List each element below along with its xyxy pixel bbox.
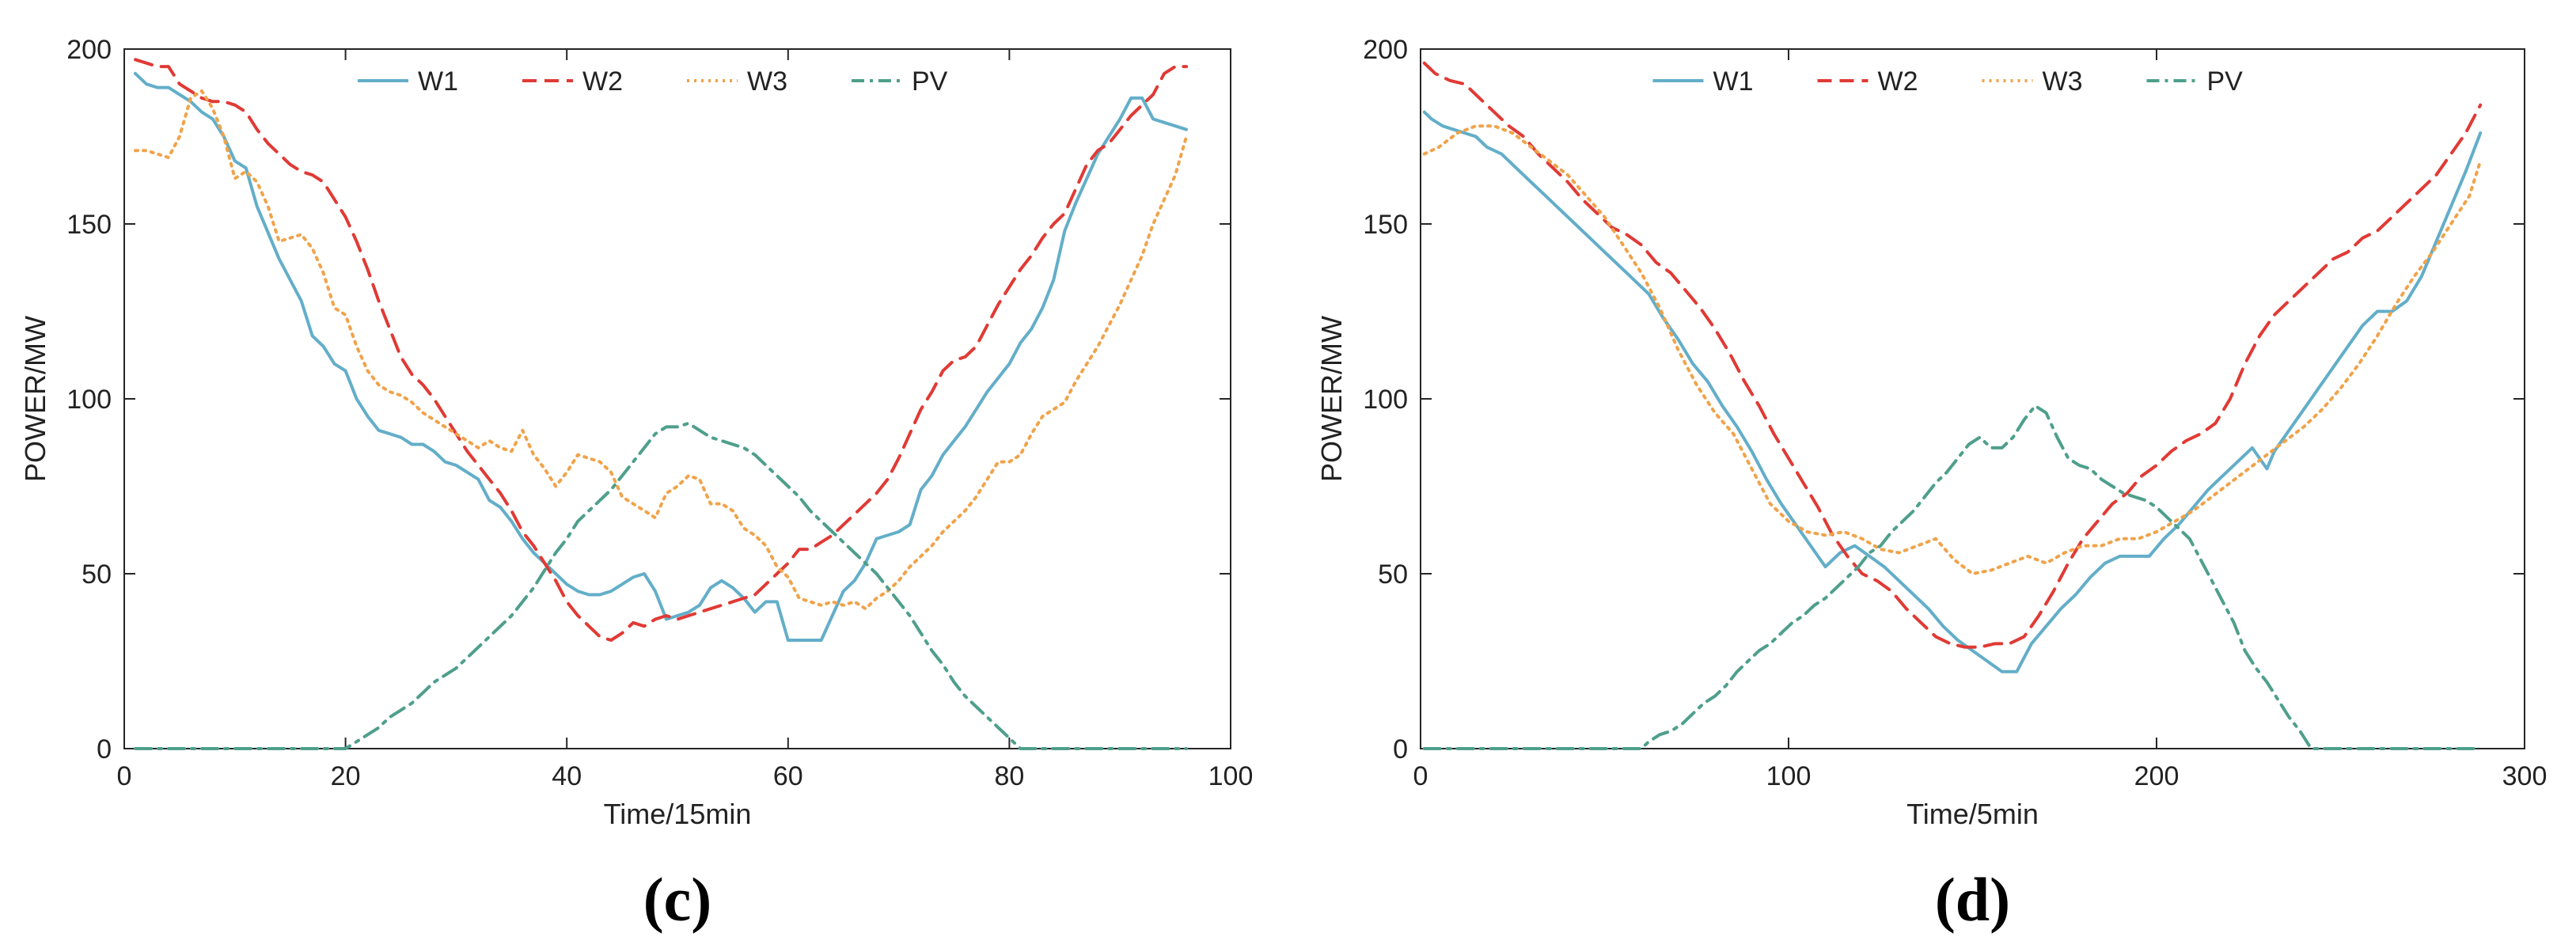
x-tick-label: 80: [994, 761, 1024, 791]
series-line-w3: [1422, 124, 2483, 575]
x-tick-label: 0: [117, 761, 132, 791]
y-axis-label: POWER/MW: [19, 316, 51, 482]
x-axis-label: Time/15min: [604, 798, 752, 830]
legend-label-pv: PV: [912, 66, 948, 97]
series-line-pv: [134, 421, 1189, 750]
y-tick-label: 0: [1393, 734, 1408, 764]
y-tick-label: 100: [66, 385, 112, 415]
legend-label-w3: W3: [747, 66, 787, 97]
chart-panel-c: 0 50 100 150 200 0 20 40 60 80 100 Time/15min POWER/…: [19, 35, 1253, 934]
x-tick-label: 100: [1766, 761, 1812, 791]
y-axis-label: POWER/MW: [1315, 316, 1348, 482]
x-tick-label: 40: [552, 761, 582, 791]
legend-label-w3: W3: [2043, 66, 2083, 97]
y-tick-label: 150: [1363, 210, 1408, 240]
y-tick-label: 200: [66, 35, 112, 65]
legend: W1 W2 W3 PV: [358, 66, 948, 97]
legend-label-w2: W2: [1878, 66, 1918, 97]
series-line-w1: [1422, 110, 2483, 673]
x-tick-label: 200: [2134, 761, 2180, 791]
legend-label-w1: W1: [418, 66, 458, 97]
plot-frame: [1420, 48, 2525, 749]
y-tick-label: 50: [82, 559, 112, 590]
panel-label: (c): [643, 865, 712, 934]
x-tick-label: 0: [1413, 761, 1428, 791]
panel-label: (d): [1935, 865, 2010, 934]
x-tick-label: 300: [2502, 761, 2548, 791]
y-tick-label: 150: [66, 210, 112, 240]
y-tick-label: 100: [1363, 385, 1408, 415]
legend: W1 W2 W3 PV: [1652, 66, 2244, 97]
legend-label-w2: W2: [582, 66, 623, 97]
y-tick-label: 50: [1378, 559, 1408, 590]
plot-frame: [123, 48, 1231, 749]
series-line-w3: [134, 89, 1189, 611]
series-line-w2: [134, 58, 1189, 642]
x-tick-label: 60: [773, 761, 803, 791]
series-line-pv: [1422, 404, 2483, 750]
x-tick-label: 100: [1208, 761, 1254, 791]
series-line-w2: [1422, 61, 2483, 649]
y-tick-label: 0: [97, 734, 112, 764]
x-tick-label: 20: [331, 761, 361, 791]
y-tick-label: 200: [1363, 35, 1408, 65]
chart-panel-d: 0 50 100 150 200 0 100 200 300 Time/5min POWER/MW W…: [1315, 35, 2547, 934]
series-line-w1: [134, 71, 1189, 642]
legend-label-pv: PV: [2207, 66, 2244, 97]
legend-label-w1: W1: [1713, 66, 1754, 97]
x-axis-label: Time/5min: [1906, 798, 2039, 830]
